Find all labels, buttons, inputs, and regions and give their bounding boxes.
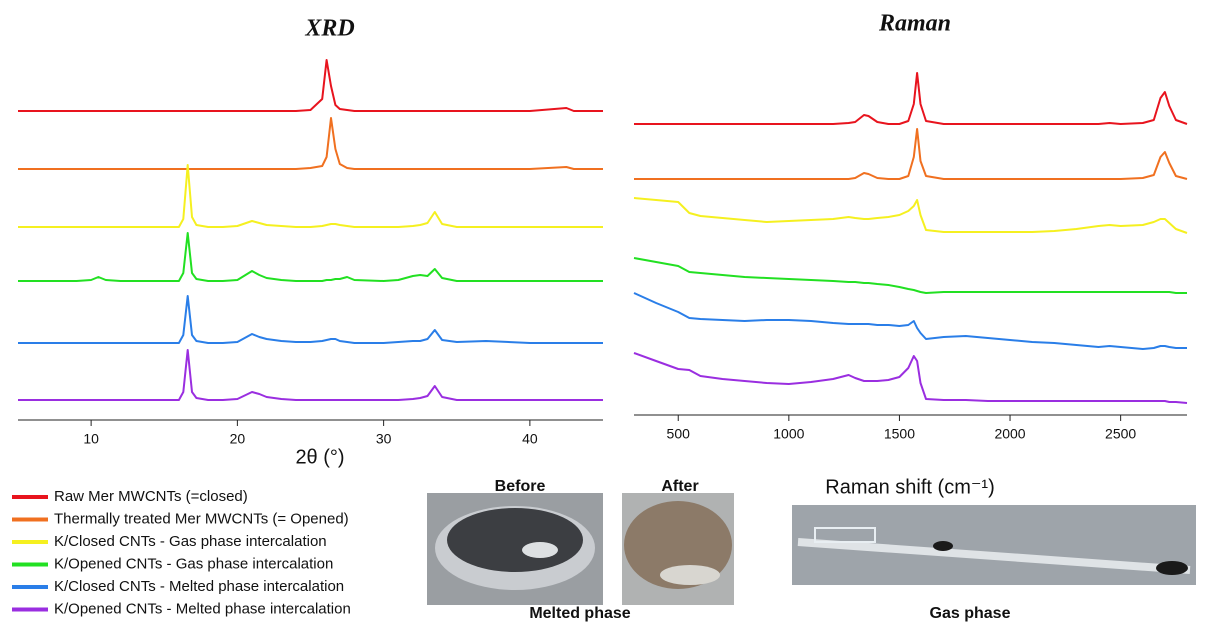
potassium	[933, 541, 953, 551]
residue	[660, 565, 720, 585]
tube	[797, 538, 1191, 574]
spectrum-line	[18, 117, 603, 170]
spectrum-line	[18, 349, 603, 401]
spectrum-line	[633, 292, 1187, 350]
x-tick-label: 30	[376, 431, 392, 447]
x-tick-label: 40	[522, 431, 538, 447]
legend-label: K/Opened CNTs - Melted phase intercalati…	[54, 600, 351, 617]
caption: Melted phase	[529, 605, 630, 622]
x-axis-label: Raman shift (cm⁻¹)	[825, 476, 994, 498]
caption: Gas phase	[930, 605, 1011, 622]
x-tick-label: 1000	[773, 426, 804, 442]
x-tick-label: 10	[83, 431, 99, 447]
x-tick-label: 2500	[1105, 426, 1136, 442]
spectrum-line	[18, 232, 603, 282]
tube-end	[814, 527, 876, 543]
photos: Before After Melted phase Gas phase	[427, 478, 1196, 622]
spectrum-line	[634, 72, 1188, 125]
photo-label: Before	[495, 478, 546, 495]
x-tick-label: 1500	[884, 426, 915, 442]
legend-label: K/Closed CNTs - Melted phase intercalati…	[54, 578, 344, 595]
chart-title: XRD	[304, 16, 354, 42]
spectrum-line	[18, 295, 603, 344]
spectrum-line	[633, 257, 1187, 294]
legend-label: Raw Mer MWCNTs (=closed)	[54, 488, 248, 505]
x-axis-label: 2θ (°)	[295, 446, 344, 468]
spectrum-line	[634, 128, 1188, 180]
residue	[522, 542, 558, 558]
photo-label: After	[661, 478, 698, 495]
x-tick-label: 2000	[994, 426, 1025, 442]
spectrum-line	[18, 164, 603, 228]
x-tick-label: 20	[230, 431, 246, 447]
x-tick-label: 500	[667, 426, 691, 442]
legend-label: K/Closed CNTs - Gas phase intercalation	[54, 533, 327, 550]
spectrum-line	[633, 197, 1188, 234]
spectrum-line	[633, 352, 1188, 404]
legend-label: Thermally treated Mer MWCNTs (= Opened)	[54, 510, 349, 527]
chart-title: Raman	[878, 11, 951, 37]
spectrum-line	[18, 59, 603, 112]
cnt-powder	[1156, 561, 1188, 575]
legend-label: K/Opened CNTs - Gas phase intercalation	[54, 555, 333, 572]
powder	[447, 508, 583, 572]
